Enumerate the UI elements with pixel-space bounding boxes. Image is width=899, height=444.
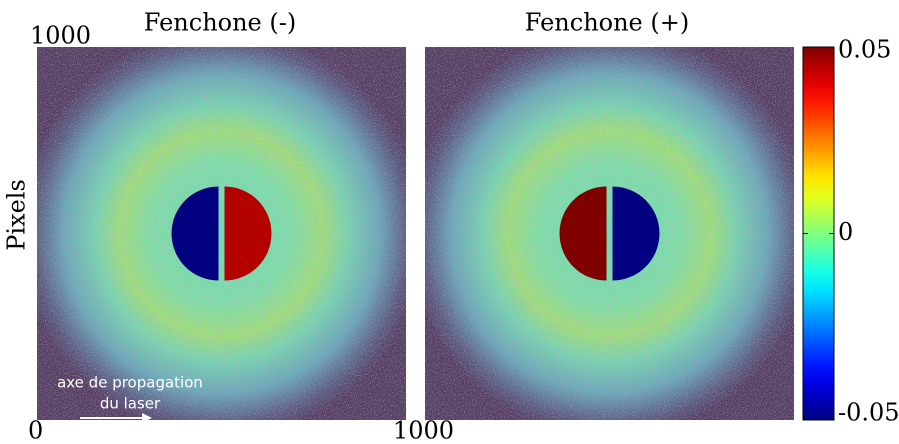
x-tick-label: 0 [28,417,43,444]
image-noise [425,47,794,420]
lobe [171,186,219,281]
y-tick-label: 1000 [30,22,91,50]
colorbar-tick-label: 0.05 [838,36,891,64]
lobe [559,186,607,281]
lobe [224,186,272,281]
annotation: axe de propagation [57,374,203,392]
y-axis-label: Pixels [3,179,31,251]
x-tick-label: 1000 [393,417,454,444]
image-noise [37,47,406,420]
arrow-head [142,413,152,423]
colorbar-tick-label: 0 [838,218,853,246]
lobe [612,186,660,281]
panel-title: Fenchone (-) [144,9,296,37]
panel-title: Fenchone (+) [525,9,689,37]
annotation: du laser [100,395,161,413]
colorbar-tick-label: -0.05 [838,399,899,427]
